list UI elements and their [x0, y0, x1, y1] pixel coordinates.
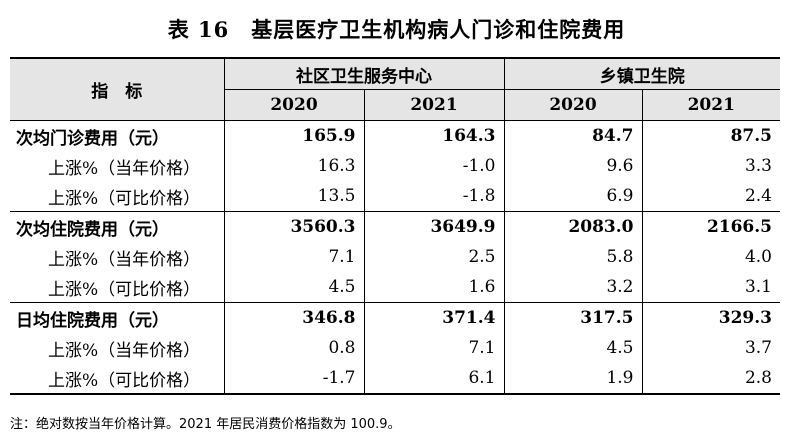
- value-cell: 329.3: [641, 302, 780, 333]
- table-row: 日均住院费用（元） 346.8 371.4 317.5 329.3: [10, 302, 780, 333]
- value-cell: 7.1: [223, 242, 364, 272]
- row-label: 日均住院费用（元）: [10, 302, 224, 333]
- value-cell: 3.7: [641, 333, 780, 363]
- value-cell: 1.9: [503, 363, 642, 395]
- footnote: 注：绝对数按当年价格计算。2021 年居民消费价格指数为 100.9。: [10, 417, 401, 432]
- expense-table: 指 标 社区卫生服务中心 乡镇卫生院 2020 2021 2020 2021 次…: [10, 57, 780, 395]
- row-label: 次均门诊费用（元）: [16, 128, 169, 149]
- value-cell: 4.0: [641, 242, 780, 272]
- year-header: 2020: [503, 89, 642, 121]
- row-label: 上涨%（可比价格）: [48, 188, 201, 209]
- table-row: 次均住院费用（元） 3560.3 3649.9 2083.0 2166.5: [10, 211, 780, 242]
- value-cell: 4.5: [503, 333, 642, 363]
- value-cell: 16.3: [223, 151, 364, 181]
- value-cell: 3649.9: [363, 211, 504, 242]
- row-label: 上涨%（当年价格）: [48, 158, 201, 179]
- value-cell: 2.8: [641, 363, 780, 395]
- row-label: 次均住院费用（元）: [10, 211, 224, 242]
- value-cell: -1.0: [363, 151, 504, 181]
- group-header-township: 乡镇卫生院: [503, 57, 780, 90]
- value-cell: 371.4: [363, 302, 504, 333]
- value-cell: 164.3: [363, 120, 504, 151]
- value-cell: 1.6: [363, 272, 504, 303]
- table-row: 上涨%（当年价格） 0.8 7.1 4.5 3.7: [10, 333, 780, 363]
- value-cell: 3560.3: [223, 211, 364, 242]
- value-cell: 346.8: [223, 302, 364, 333]
- value-cell: 2.5: [363, 242, 504, 272]
- table-row: 上涨%（当年价格） 7.1 2.5 5.8 4.0: [10, 242, 780, 272]
- value-cell: 3.3: [641, 151, 780, 181]
- value-cell: 3.2: [503, 272, 642, 303]
- table-title: 表 16 基层医疗卫生机构病人门诊和住院费用: [167, 17, 626, 42]
- table-row: 次均门诊费用（元） 165.9 164.3 84.7 87.5: [10, 120, 780, 151]
- value-cell: 13.5: [223, 181, 364, 212]
- value-cell: 0.8: [223, 333, 364, 363]
- value-cell: 84.7: [503, 120, 642, 151]
- value-cell: 6.1: [363, 363, 504, 395]
- value-cell: 2166.5: [641, 211, 780, 242]
- year-header: 2020: [223, 89, 364, 121]
- year-header: 2021: [363, 89, 504, 121]
- year-header: 2021: [641, 89, 780, 121]
- value-cell: 165.9: [223, 120, 364, 151]
- table-row: 上涨%（可比价格） 4.5 1.6 3.2 3.1: [10, 272, 780, 303]
- value-cell: -1.8: [363, 181, 504, 212]
- row-label: 上涨%（当年价格）: [48, 340, 201, 361]
- row-label: 上涨%（当年价格）: [48, 249, 201, 270]
- group-header-community: 社区卫生服务中心: [223, 57, 504, 90]
- value-cell: 317.5: [503, 302, 642, 333]
- table-row: 上涨%（可比价格） 13.5 -1.8 6.9 2.4: [10, 181, 780, 212]
- table-row: 上涨%（可比价格） -1.7 6.1 1.9 2.8: [10, 363, 780, 395]
- value-cell: 3.1: [641, 272, 780, 303]
- value-cell: 6.9: [503, 181, 642, 212]
- row-label: 上涨%（可比价格）: [48, 279, 201, 300]
- value-cell: 2083.0: [503, 211, 642, 242]
- value-cell: -1.7: [223, 363, 364, 395]
- value-cell: 4.5: [223, 272, 364, 303]
- value-cell: 2.4: [641, 181, 780, 212]
- value-cell: 9.6: [503, 151, 642, 181]
- value-cell: 87.5: [641, 120, 780, 151]
- value-cell: 5.8: [503, 242, 642, 272]
- table-row: 上涨%（当年价格） 16.3 -1.0 9.6 3.3: [10, 151, 780, 181]
- value-cell: 7.1: [363, 333, 504, 363]
- indicator-header: 指 标: [10, 57, 224, 121]
- row-label: 上涨%（可比价格）: [10, 363, 224, 395]
